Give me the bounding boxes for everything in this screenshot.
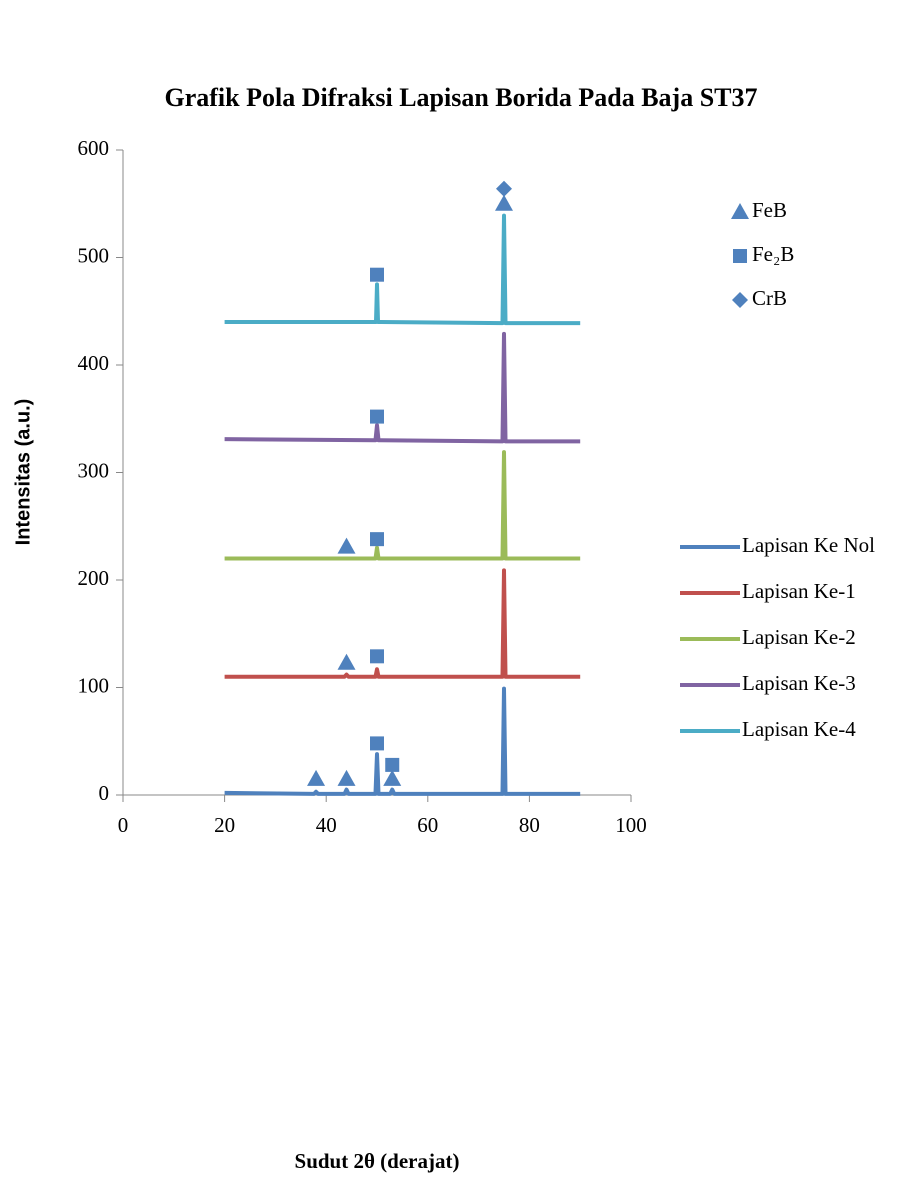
y-tick-label: 600 xyxy=(78,136,110,160)
x-tick-label: 80 xyxy=(519,813,540,837)
phase-marker xyxy=(337,537,356,554)
phase-marker xyxy=(307,769,326,786)
legend-label: Lapisan Ke Nol xyxy=(742,533,875,557)
legend-symbol xyxy=(731,203,749,219)
y-axis-label: Intensitas (a.u.) xyxy=(12,399,34,546)
series-line xyxy=(224,450,581,561)
legend-symbol xyxy=(732,292,748,308)
phase-marker xyxy=(495,194,513,211)
phase-marker xyxy=(337,769,356,786)
phase-marker xyxy=(370,409,384,424)
legend-label: Lapisan Ke-4 xyxy=(742,717,856,741)
legend-label: FeB xyxy=(752,198,787,222)
phase-marker xyxy=(370,267,384,282)
series-line xyxy=(224,568,581,679)
phase-marker xyxy=(385,757,400,772)
phase-marker xyxy=(370,649,384,664)
y-tick-label: 300 xyxy=(78,458,110,482)
y-tick-label: 400 xyxy=(78,351,110,375)
y-tick-label: 100 xyxy=(78,673,110,697)
series-line xyxy=(224,213,581,326)
legend-label: Lapisan Ke-2 xyxy=(742,625,856,649)
phase-marker xyxy=(370,736,384,751)
series-line xyxy=(224,331,581,444)
y-tick-label: 0 xyxy=(99,781,110,805)
phase-marker xyxy=(496,180,512,197)
x-tick-label: 0 xyxy=(118,813,129,837)
series-line xyxy=(224,686,581,796)
x-tick-label: 20 xyxy=(214,813,235,837)
chart-title: Grafik Pola Difraksi Lapisan Borida Pada… xyxy=(164,83,757,112)
phase-marker xyxy=(370,532,384,547)
x-tick-label: 60 xyxy=(417,813,438,837)
y-tick-label: 500 xyxy=(78,243,110,267)
x-tick-label: 40 xyxy=(316,813,337,837)
phase-marker xyxy=(337,653,356,670)
legend-label: Lapisan Ke-1 xyxy=(742,579,856,603)
legend-label: Fe₂B xyxy=(752,242,794,266)
y-tick-label: 200 xyxy=(78,566,110,590)
legend-symbol xyxy=(733,249,747,263)
legend-label: Lapisan Ke-3 xyxy=(742,671,856,695)
legend-label: CrB xyxy=(752,286,787,310)
x-tick-label: 100 xyxy=(615,813,647,837)
x-axis-label: Sudut 2θ (derajat) xyxy=(295,1149,460,1173)
phase-marker xyxy=(383,769,402,786)
